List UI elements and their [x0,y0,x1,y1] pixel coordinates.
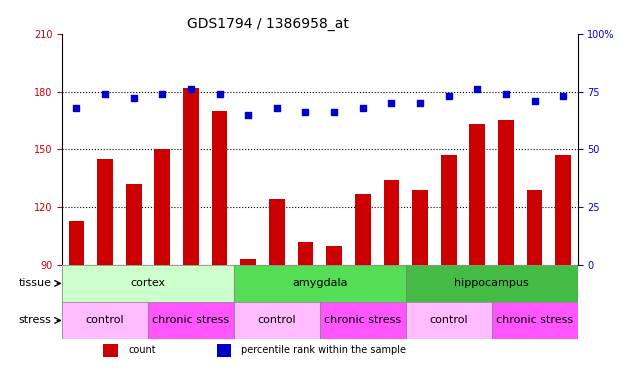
Point [157,91,167,97]
Bar [126,184,142,375]
Bar [62,265,234,302]
Bar [240,259,256,375]
Text: control: control [258,315,296,326]
Text: percentile rank within the sample: percentile rank within the sample [242,345,407,355]
Bar [384,180,399,375]
Point [100,91,110,97]
Point [186,86,196,92]
Text: cortex: cortex [130,278,166,288]
Bar [183,88,199,375]
Bar [527,190,543,375]
Bar [441,155,456,375]
Text: chronic stress: chronic stress [152,315,230,326]
Bar [320,302,406,339]
Text: chronic stress: chronic stress [496,315,573,326]
Text: control: control [86,315,124,326]
Text: count: count [128,345,156,355]
Bar [103,344,118,357]
Text: amygdala: amygdala [292,278,348,288]
Bar [97,159,113,375]
Point [443,93,453,99]
Text: control: control [429,315,468,326]
Bar [469,124,485,375]
Point [215,91,225,97]
Point [530,98,540,104]
Bar [555,155,571,375]
Bar [326,246,342,375]
Bar [68,220,84,375]
Bar [412,190,428,375]
Bar [234,265,406,302]
Point [301,110,310,116]
Bar [217,344,231,357]
Title: GDS1794 / 1386958_at: GDS1794 / 1386958_at [188,17,349,32]
Bar [297,242,314,375]
Bar [406,302,492,339]
Point [272,105,282,111]
Text: tissue: tissue [19,278,52,288]
Bar [148,302,234,339]
Point [71,105,81,111]
Point [501,91,511,97]
Point [329,110,339,116]
Bar [406,265,578,302]
Point [473,86,483,92]
Point [358,105,368,111]
Bar [234,302,320,339]
Text: hippocampus: hippocampus [454,278,529,288]
Bar [498,120,514,375]
Text: stress: stress [19,315,52,326]
Bar [155,149,170,375]
Point [415,100,425,106]
Bar [212,111,227,375]
Bar [269,200,285,375]
Bar [62,302,148,339]
Bar [355,194,371,375]
Point [558,93,568,99]
Text: chronic stress: chronic stress [324,315,401,326]
Bar [492,302,578,339]
Point [386,100,396,106]
Point [129,96,138,102]
Point [243,112,253,118]
